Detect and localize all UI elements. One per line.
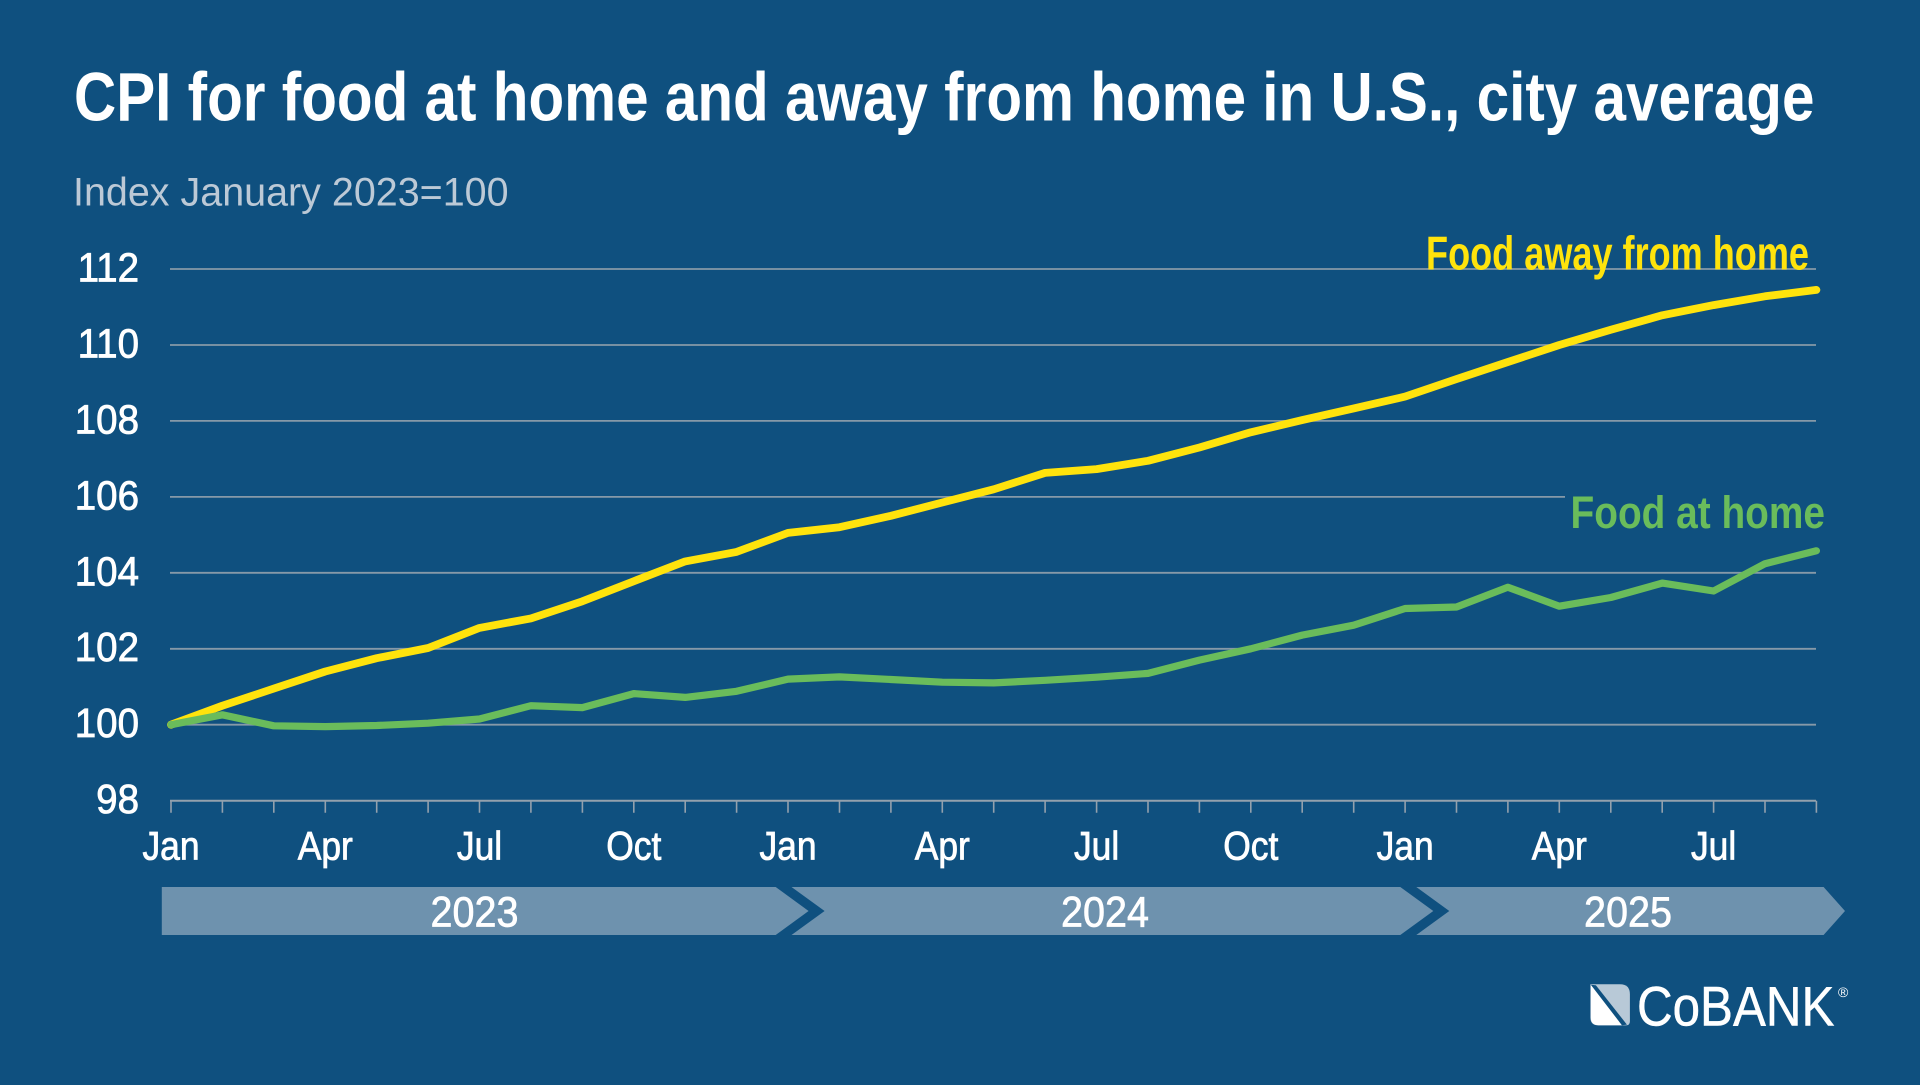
svg-text:Food away from home: Food away from home <box>1426 227 1809 280</box>
svg-text:Food at home: Food at home <box>1571 487 1825 537</box>
svg-text:2023: 2023 <box>431 888 519 936</box>
svg-text:CoBANK: CoBANK <box>1637 976 1834 1038</box>
svg-text:Apr: Apr <box>298 824 353 868</box>
svg-text:104: 104 <box>75 549 139 594</box>
svg-text:2024: 2024 <box>1061 888 1149 936</box>
svg-text:102: 102 <box>75 625 139 670</box>
svg-text:Jan: Jan <box>1377 824 1434 868</box>
svg-text:108: 108 <box>75 397 139 442</box>
svg-text:Oct: Oct <box>1223 824 1279 868</box>
svg-text:Jul: Jul <box>457 824 502 868</box>
svg-text:®: ® <box>1838 984 1849 1000</box>
svg-text:Apr: Apr <box>915 824 970 868</box>
svg-text:110: 110 <box>78 321 139 366</box>
svg-text:CPI for food at home and away: CPI for food at home and away from home … <box>74 59 1814 135</box>
svg-text:98: 98 <box>96 777 139 822</box>
svg-text:Jan: Jan <box>759 824 816 868</box>
svg-text:Jul: Jul <box>1074 824 1119 868</box>
svg-text:2025: 2025 <box>1584 888 1672 936</box>
svg-text:Index January 2023=100: Index January 2023=100 <box>73 170 509 214</box>
svg-text:106: 106 <box>75 473 139 518</box>
svg-text:112: 112 <box>78 245 139 290</box>
svg-text:Jul: Jul <box>1691 824 1736 868</box>
svg-text:Apr: Apr <box>1532 824 1587 868</box>
svg-text:Oct: Oct <box>606 824 662 868</box>
svg-text:Jan: Jan <box>142 824 199 868</box>
svg-text:100: 100 <box>75 701 139 746</box>
